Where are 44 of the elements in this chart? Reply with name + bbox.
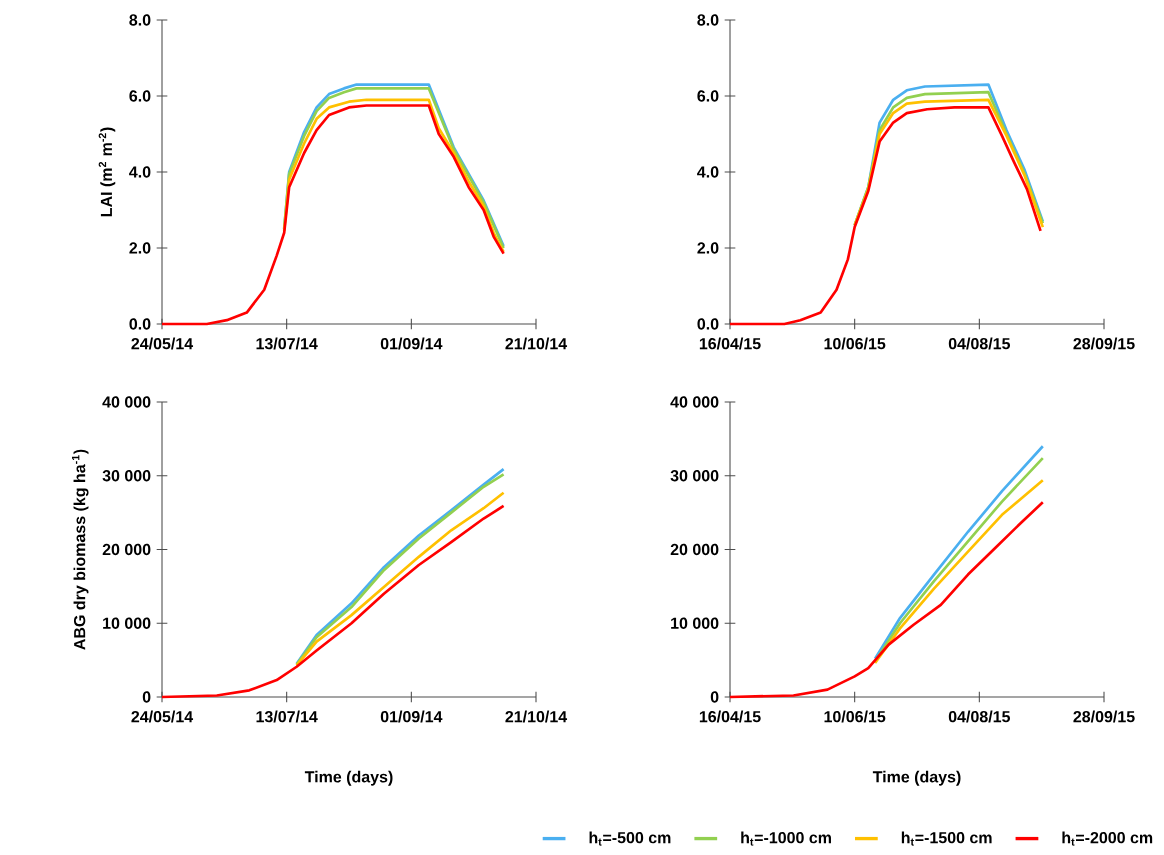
y-tick-label: 20 000 xyxy=(102,543,151,556)
y-tick-label: 6.0 xyxy=(129,90,151,102)
y-tick-label: 40 000 xyxy=(102,396,151,408)
y-tick-label: 2.0 xyxy=(129,242,151,254)
y-tick-label: 40 000 xyxy=(670,396,719,408)
y-tick-label: 30 000 xyxy=(102,470,151,482)
y-tick-label: 4.0 xyxy=(697,166,719,178)
x-tick-label: 10/06/15 xyxy=(824,710,886,723)
x-tick-label: 21/10/14 xyxy=(505,337,568,350)
y-tick-label: 0 xyxy=(142,691,151,703)
x-tick-label: 16/04/15 xyxy=(699,710,761,723)
y-tick-label: 30 000 xyxy=(670,470,719,482)
x-tick-label: 13/07/14 xyxy=(256,337,318,350)
y-tick-label: 8.0 xyxy=(129,14,151,26)
x-tick-label: 04/08/15 xyxy=(948,710,1011,723)
x-tick-label: 04/08/15 xyxy=(948,337,1011,350)
x-tick-label: 21/10/14 xyxy=(505,710,568,723)
y-axis-title: LAI (m$^{2}$ m$^{-2}$) xyxy=(98,127,116,217)
y-tick-label: 0.0 xyxy=(129,318,151,330)
legend-label: h$_{t}$=-1000 cm xyxy=(741,831,831,846)
x-axis-title: Time (days) xyxy=(872,770,961,786)
y-tick-label: 2.0 xyxy=(697,242,719,254)
x-tick-label: 16/04/15 xyxy=(699,337,761,350)
x-tick-label: 24/05/14 xyxy=(131,710,194,723)
y-tick-label: 4.0 xyxy=(129,166,151,178)
y-tick-label: 0.0 xyxy=(697,318,719,330)
legend-label: h$_{t}$=-1500 cm xyxy=(901,831,992,846)
x-tick-label: 28/09/15 xyxy=(1073,337,1135,350)
x-tick-label: 24/05/14 xyxy=(131,337,194,350)
x-tick-label: 01/09/14 xyxy=(380,710,443,723)
x-tick-label: 28/09/15 xyxy=(1073,710,1135,723)
legend-label: h$_{t}$=-500 cm xyxy=(589,831,671,846)
x-axis-title: Time (days) xyxy=(304,770,393,786)
y-tick-label: 10 000 xyxy=(103,617,151,629)
y-tick-label: 8.0 xyxy=(697,14,719,26)
x-tick-label: 10/06/15 xyxy=(824,337,886,350)
x-tick-label: 01/09/14 xyxy=(380,337,443,350)
y-tick-label: 10 000 xyxy=(671,617,719,629)
y-tick-label: 6.0 xyxy=(697,90,719,102)
x-tick-label: 13/07/14 xyxy=(256,710,318,723)
y-tick-label: 0 xyxy=(710,691,719,703)
y-axis-title: ABG dry biomass (kg ha$^{-1}$) xyxy=(72,449,89,650)
y-tick-label: 20 000 xyxy=(670,543,719,556)
legend-label: h$_{t}$=-2000 cm xyxy=(1062,831,1153,846)
